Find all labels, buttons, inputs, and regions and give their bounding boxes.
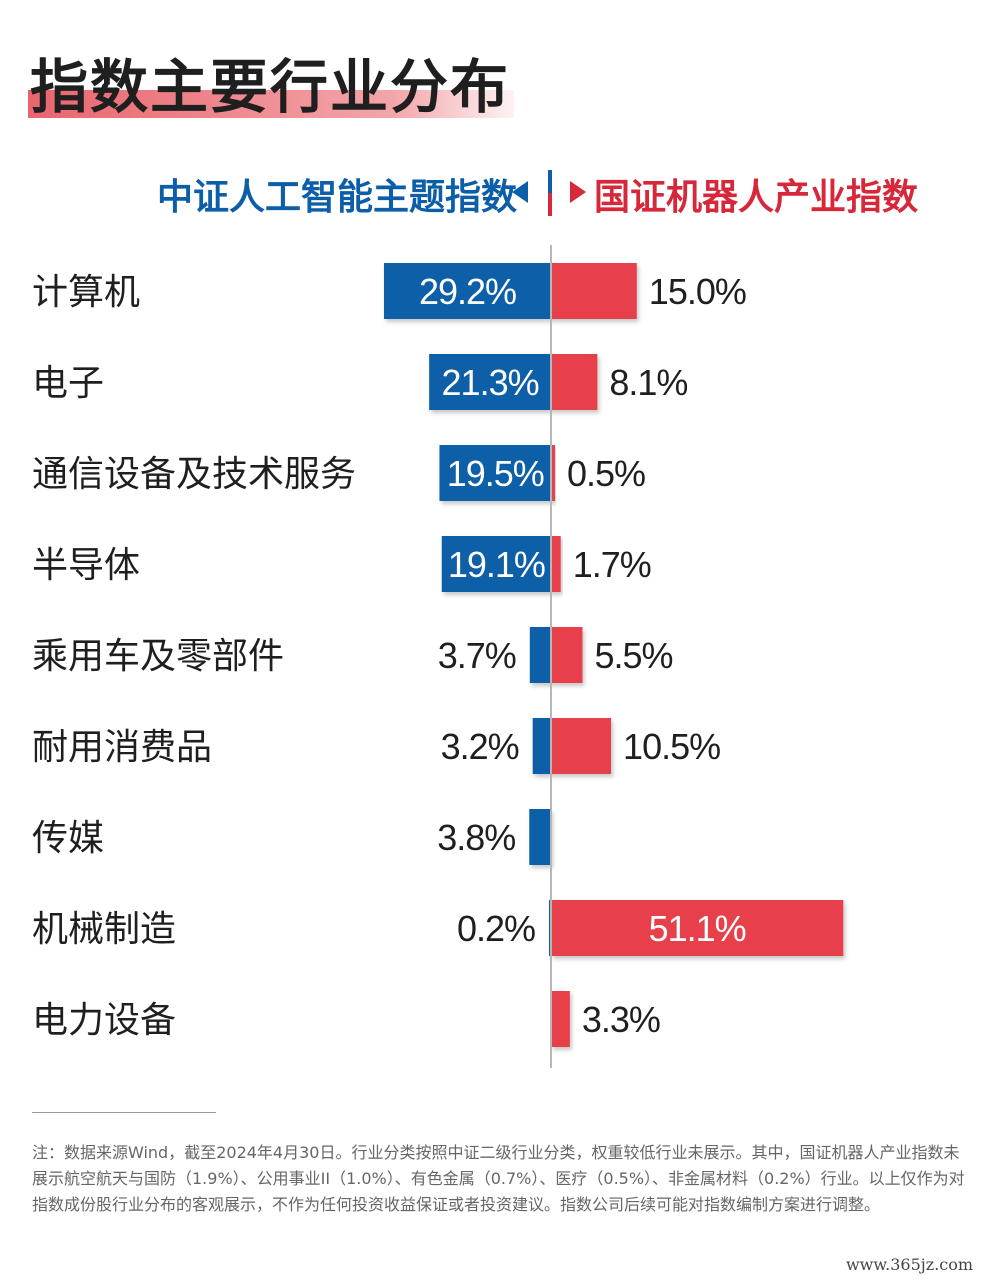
value-label-right: 5.5% [594,635,672,676]
value-label-left: 0.2% [457,908,535,949]
value-label-right: 10.5% [623,726,720,767]
title-highlight-bar [28,90,514,118]
category-label: 电子 [32,363,104,404]
value-label-left: 3.2% [441,726,519,767]
bar-left [529,627,551,683]
bar-right [551,900,844,956]
value-label-left: 29.2% [419,271,516,312]
bar-left [383,263,551,319]
legend-left-series: 中证人工智能主题指数 [156,177,517,218]
bar-right [551,354,598,410]
legend-right-arrow-icon [570,181,586,203]
watermark: www.365jz.com [845,1255,973,1274]
bar-right [551,445,555,501]
legend-divider [548,170,552,216]
page-title: 指数主要行业分布 [30,53,511,121]
category-label: 通信设备及技术服务 [32,454,356,495]
value-label-left: 3.8% [437,817,515,858]
value-label-right: 51.1% [649,908,746,949]
bar-left [532,718,551,774]
bar-left [441,536,551,592]
bar-right [551,627,583,683]
value-label-right: 0.5% [567,453,645,494]
category-label: 耐用消费品 [32,727,212,768]
legend-right-series: 国证机器人产业指数 [594,177,919,218]
value-label-right: 8.1% [609,362,687,403]
category-label: 传媒 [32,818,104,859]
legend-left-arrow-icon [512,181,528,203]
value-label-left: 3.7% [438,635,516,676]
value-label-left: 21.3% [442,362,539,403]
bar-left [529,809,551,865]
value-label-left: 19.1% [448,544,545,585]
value-label-right: 15.0% [649,271,746,312]
category-label: 机械制造 [32,909,176,950]
category-label: 乘用车及零部件 [32,636,284,677]
footnote: 注：数据来源Wind，截至2024年4月30日。行业分类按照中证二级行业分类，权… [32,1143,965,1214]
category-label: 半导体 [32,545,140,586]
bar-left [429,354,551,410]
diverging-bar-chart: 计算机 29.2% 15.0% 电子 21.3% 8.1% 通信设备及技术服务 19.5% 0.… [32,245,844,1068]
bar-right [551,263,637,319]
value-label-left: 19.5% [447,453,544,494]
bar-right [551,718,612,774]
category-label: 计算机 [32,272,140,313]
note-divider [32,1112,216,1113]
value-label-right: 1.7% [573,544,651,585]
value-label-right: 3.3% [582,999,660,1040]
bar-left [439,445,551,501]
category-label: 电力设备 [32,1000,176,1041]
bar-right [551,991,570,1047]
bar-right [551,536,561,592]
